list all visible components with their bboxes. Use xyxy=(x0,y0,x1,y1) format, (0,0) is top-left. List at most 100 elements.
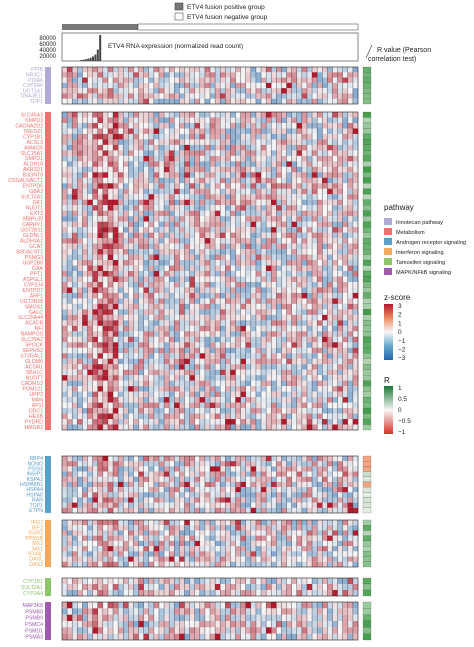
heatmap-cell xyxy=(169,177,175,184)
heatmap-cell xyxy=(67,188,73,195)
heatmap-cell xyxy=(97,216,103,222)
heatmap-cell xyxy=(250,249,256,255)
heatmap-cell xyxy=(312,188,318,195)
heatmap-cell xyxy=(77,298,83,304)
heatmap-cell xyxy=(194,402,200,409)
heatmap-cell xyxy=(67,210,73,217)
heatmap-cell xyxy=(184,353,190,359)
heatmap-cell xyxy=(342,309,348,315)
heatmap-cell xyxy=(97,391,103,398)
heatmap-cell xyxy=(306,77,313,83)
heatmap-cell xyxy=(240,67,246,73)
heatmap-cell xyxy=(337,238,343,244)
heatmap-cell xyxy=(92,540,98,547)
heatmap-cell xyxy=(189,419,195,425)
heatmap-cell xyxy=(296,530,302,536)
heatmap-cell xyxy=(215,466,221,472)
heatmap-cell xyxy=(102,402,108,409)
heatmap-cell xyxy=(312,487,318,493)
heatmap-cell xyxy=(97,481,103,488)
heatmap-cell xyxy=(107,476,114,482)
heatmap-cell xyxy=(225,502,231,508)
heatmap-cell xyxy=(199,254,205,261)
heatmap-cell xyxy=(276,254,282,261)
heatmap-cell xyxy=(286,520,292,526)
heatmap-cell xyxy=(235,249,241,255)
heatmap-cell xyxy=(174,265,180,272)
heatmap-cell xyxy=(179,72,185,78)
heatmap-cell xyxy=(306,397,313,403)
heatmap-cell xyxy=(184,82,190,89)
heatmap-cell xyxy=(291,199,297,206)
heatmap-cell xyxy=(128,82,134,89)
heatmap-cell xyxy=(301,177,308,184)
heatmap-cell xyxy=(250,276,256,283)
heatmap-cell xyxy=(113,112,119,118)
heatmap-cell xyxy=(317,546,323,552)
heatmap-cell xyxy=(169,287,175,293)
heatmap-cell xyxy=(174,530,180,536)
heatmap-cell xyxy=(210,128,216,134)
heatmap-cell xyxy=(255,183,262,189)
heatmap-cell xyxy=(77,260,83,266)
heatmap-cell xyxy=(332,166,338,173)
heatmap-cell xyxy=(87,77,93,83)
heatmap-cell xyxy=(235,112,241,118)
heatmap-cell xyxy=(123,303,129,310)
heatmap-cell xyxy=(240,380,246,387)
heatmap-cell xyxy=(296,183,302,189)
heatmap-cell xyxy=(194,391,200,398)
heatmap-cell xyxy=(271,199,277,206)
heatmap-cell xyxy=(184,98,190,105)
heatmap-cell xyxy=(286,471,292,477)
heatmap-cell xyxy=(174,375,180,381)
heatmap-cell xyxy=(286,177,292,184)
heatmap-cell xyxy=(281,309,287,315)
heatmap-cell xyxy=(87,265,93,272)
heatmap-cell xyxy=(174,476,180,482)
heatmap-cell xyxy=(82,492,88,498)
heatmap-cell xyxy=(194,520,200,526)
heatmap-cell xyxy=(215,150,221,156)
heatmap-cell xyxy=(317,112,323,118)
heatmap-cell xyxy=(261,98,267,105)
heatmap-cell xyxy=(240,364,246,370)
heatmap-cell xyxy=(230,93,236,99)
heatmap-cell xyxy=(261,456,267,462)
heatmap-cell xyxy=(158,419,165,425)
heatmap-cell xyxy=(215,397,221,403)
heatmap-cell xyxy=(102,397,108,403)
heatmap-cell xyxy=(158,391,165,398)
heatmap-cell xyxy=(286,88,292,94)
heatmap-cell xyxy=(245,375,251,381)
heatmap-cell xyxy=(153,265,160,272)
r-value-title-line2: correlation test) xyxy=(368,56,416,63)
heatmap-cell xyxy=(306,369,313,376)
heatmap-cell xyxy=(266,205,272,211)
heatmap-cell xyxy=(143,72,149,78)
heatmap-cell xyxy=(123,172,129,178)
heatmap-cell xyxy=(204,314,211,321)
heatmap-cell xyxy=(291,128,297,134)
heatmap-cell xyxy=(133,331,139,337)
heatmap-cell xyxy=(240,232,246,239)
heatmap-cell xyxy=(286,375,292,381)
heatmap-cell xyxy=(123,331,129,337)
heatmap-cell xyxy=(250,466,256,472)
heatmap-cell xyxy=(306,243,313,250)
heatmap-cell xyxy=(184,424,190,431)
heatmap-cell xyxy=(352,221,359,228)
heatmap-cell xyxy=(148,492,154,498)
heatmap-cell xyxy=(82,342,88,348)
heatmap-cell xyxy=(352,271,359,277)
heatmap-cell xyxy=(92,265,98,272)
heatmap-cell xyxy=(204,271,211,277)
heatmap-cell xyxy=(72,419,78,425)
heatmap-cell xyxy=(327,525,333,531)
heatmap-cell xyxy=(276,342,282,348)
heatmap-cell xyxy=(107,535,114,541)
heatmap-cell xyxy=(225,232,231,239)
heatmap-cell xyxy=(164,520,170,526)
heatmap-cell xyxy=(174,128,180,134)
heatmap-cell xyxy=(118,391,124,398)
